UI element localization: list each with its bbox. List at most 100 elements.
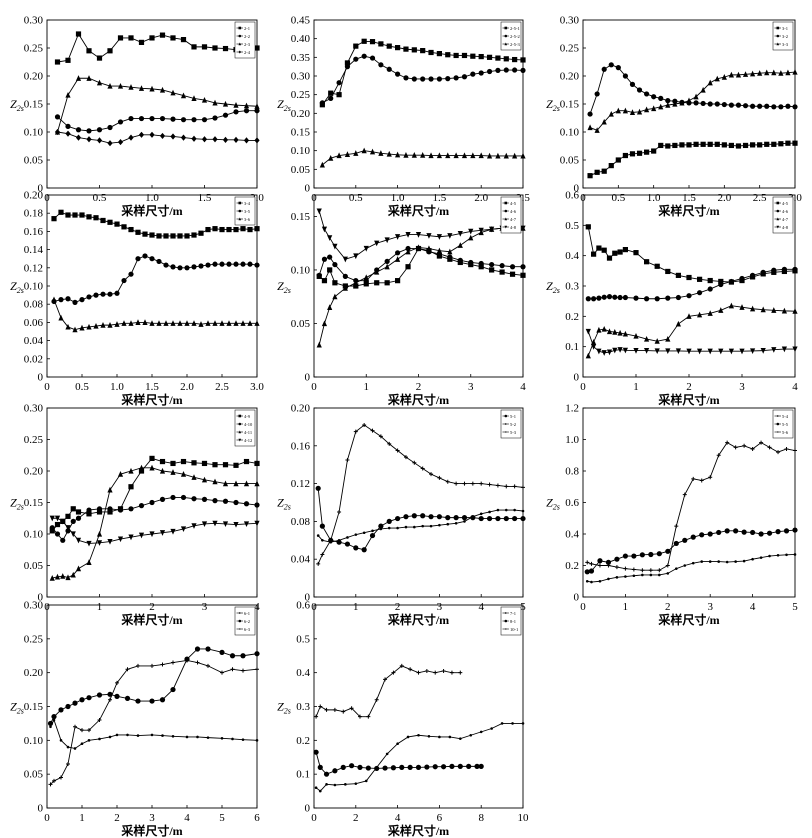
data-point — [607, 577, 610, 581]
data-point — [93, 292, 99, 298]
data-point — [362, 531, 366, 535]
data-point — [149, 455, 155, 461]
data-point — [206, 736, 210, 739]
x-tick-label: 1 — [623, 601, 629, 613]
data-point — [201, 96, 208, 103]
data-point — [665, 335, 671, 342]
data-point — [693, 141, 699, 147]
data-point — [521, 509, 525, 513]
data-point — [446, 522, 450, 526]
data-point — [673, 540, 679, 547]
data-point — [641, 573, 644, 577]
y-axis-label-subscript: 2s — [17, 707, 24, 716]
data-point — [644, 348, 650, 354]
data-point — [353, 279, 359, 286]
data-point — [212, 99, 218, 106]
data-point — [222, 100, 229, 107]
y-axis-label-subscript: 2s — [553, 286, 560, 295]
data-point — [512, 484, 517, 489]
data-point — [589, 561, 594, 566]
data-point — [478, 70, 484, 76]
data-point — [622, 330, 628, 337]
data-point — [792, 140, 798, 146]
y-tick-label: 0.30 — [24, 403, 44, 415]
data-point — [222, 498, 229, 504]
series-4-5 — [585, 224, 798, 285]
data-point — [226, 320, 232, 326]
legend-label: 3-1 — [782, 26, 788, 31]
data-point — [686, 293, 692, 299]
data-point — [665, 102, 671, 108]
x-tick-label: 1 — [79, 812, 85, 824]
data-point — [315, 485, 321, 491]
data-point — [136, 734, 140, 737]
data-point — [86, 511, 92, 517]
data-point — [429, 472, 434, 477]
data-point — [114, 221, 120, 227]
data-point — [742, 142, 749, 149]
data-point — [161, 734, 164, 737]
data-point — [461, 152, 468, 159]
data-point — [588, 568, 595, 574]
data-point — [54, 573, 61, 580]
data-point — [428, 514, 434, 520]
data-point — [135, 319, 141, 325]
series-4-9 — [49, 455, 260, 534]
chart-panel-4: 0 0.02 0.04 0.06 0.08 0.10 0.12 0.14 0.16 0.18 0.2… — [10, 190, 264, 408]
data-point — [65, 130, 71, 137]
data-point — [424, 668, 429, 673]
data-point — [672, 100, 678, 107]
data-point — [697, 348, 703, 355]
data-point — [479, 481, 484, 486]
y-axis-label: Z2s — [10, 279, 24, 295]
data-point — [247, 320, 253, 326]
legend-label: 8-1 — [510, 619, 516, 624]
data-point — [177, 233, 183, 239]
x-tick-label: 10 — [518, 812, 530, 824]
data-point — [121, 277, 127, 284]
legend-swatch-marker — [504, 201, 508, 205]
data-point — [500, 722, 504, 725]
data-point — [233, 499, 239, 506]
y-tick-label: 0 — [38, 803, 44, 815]
data-point — [222, 480, 229, 487]
data-point — [170, 264, 176, 270]
data-point — [436, 51, 442, 57]
x-tick-label: 2 — [114, 812, 120, 824]
data-point — [590, 580, 593, 584]
data-point — [180, 37, 187, 43]
legend-label: 4-7 — [510, 217, 517, 222]
y-tick-label: 0.6 — [565, 190, 579, 202]
data-point — [374, 268, 380, 275]
data-point — [792, 346, 798, 353]
data-point — [128, 484, 134, 490]
legend-label: 2-1 — [244, 26, 250, 31]
data-point — [707, 141, 713, 147]
data-point — [395, 256, 401, 262]
data-point — [184, 656, 190, 662]
data-point — [128, 226, 134, 233]
x-tick-label: 2 — [395, 601, 401, 613]
data-point — [486, 152, 493, 159]
data-point — [328, 95, 334, 101]
data-point — [591, 296, 597, 302]
data-point — [65, 212, 71, 218]
data-point — [657, 568, 662, 573]
data-point — [149, 698, 155, 704]
data-point — [142, 231, 148, 237]
data-point — [428, 152, 434, 159]
legend-swatch-marker — [776, 217, 780, 221]
data-point — [370, 428, 375, 433]
data-point — [49, 528, 55, 534]
data-point — [728, 142, 734, 149]
data-point — [383, 677, 388, 682]
data-point — [656, 551, 662, 557]
data-point — [658, 573, 661, 577]
data-point — [170, 116, 176, 122]
data-point — [406, 735, 410, 739]
data-point — [395, 151, 401, 158]
data-point — [457, 230, 463, 237]
x-tick-label: 0.5 — [349, 192, 363, 204]
data-point — [233, 480, 239, 487]
data-point — [495, 515, 501, 522]
